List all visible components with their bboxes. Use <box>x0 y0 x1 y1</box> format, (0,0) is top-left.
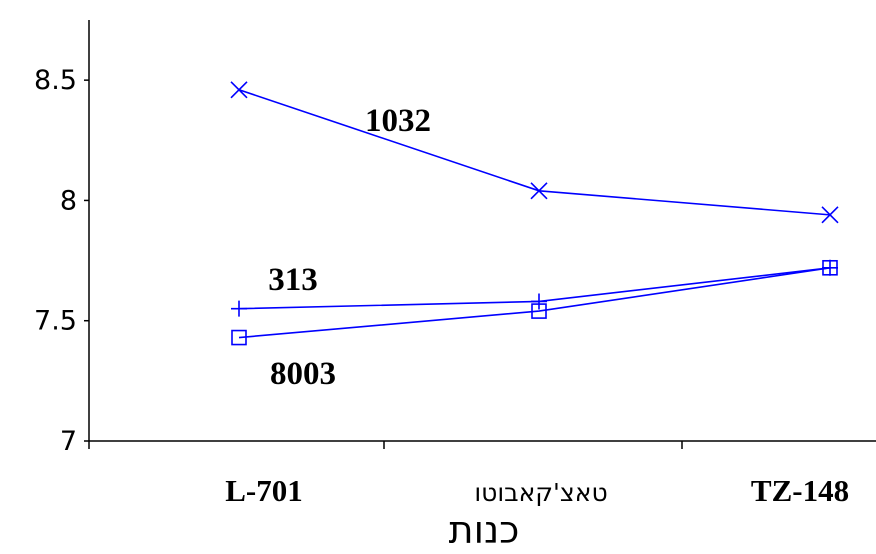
x-marker <box>821 206 839 224</box>
series-line-313 <box>238 266 831 310</box>
x-tick-label: L-701 <box>225 473 303 508</box>
x-marker <box>230 81 248 99</box>
plus-marker <box>231 300 247 317</box>
plus-marker <box>531 293 547 310</box>
x-axis-title: כנות <box>449 508 520 552</box>
x-tick-label: TZ-148 <box>751 473 849 508</box>
y-ticks: 7 7.5 8 8.5 <box>34 65 89 457</box>
series-line-8003 <box>238 266 831 339</box>
series-label: 1032 <box>365 103 431 139</box>
y-tick-label: 8 <box>60 185 77 216</box>
axes <box>88 20 876 442</box>
series-group: 1032 313 8003 <box>230 81 839 392</box>
x-tick-label: טאצ'קאבוטו <box>474 478 607 507</box>
y-tick-label: 7.5 <box>34 306 77 337</box>
square-marker <box>231 329 247 346</box>
square-marker <box>531 303 547 319</box>
series-label: 8003 <box>270 356 336 392</box>
y-tick-label: 7 <box>60 426 77 457</box>
x-marker <box>530 182 548 200</box>
series-label: 313 <box>268 262 318 298</box>
x-ticks: L-701 טאצ'קאבוטו TZ-148 <box>88 441 849 508</box>
y-tick-label: 8.5 <box>34 65 77 96</box>
square-marker <box>822 259 838 276</box>
